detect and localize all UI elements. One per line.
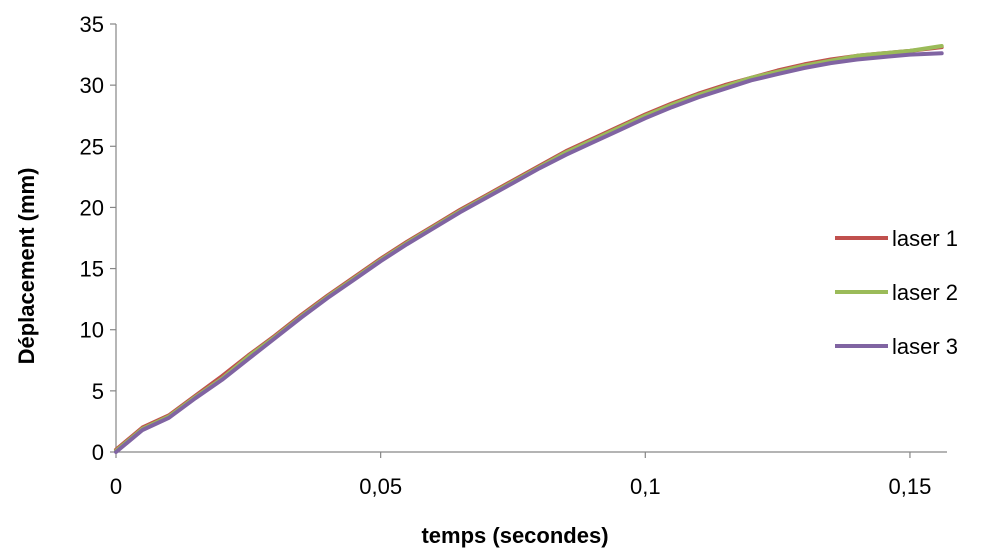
legend-label-3: laser 3 (892, 334, 958, 359)
x-tick-label: 0,05 (359, 474, 402, 499)
series-line-1 (114, 45, 944, 452)
series-line-3 (114, 51, 944, 454)
axes: 0 5 10 15 20 25 30 35 0 0,05 0,1 0,15 (80, 12, 947, 499)
y-tick-label: 25 (80, 134, 104, 159)
y-tick-label: 20 (80, 195, 104, 220)
x-tick-label: 0 (110, 474, 122, 499)
y-tick-label: 10 (80, 318, 104, 343)
series-line-2 (114, 44, 944, 453)
x-tick-label: 0,15 (889, 474, 932, 499)
y-tick-label: 5 (92, 379, 104, 404)
y-tick-label: 30 (80, 73, 104, 98)
x-tick-label: 0,1 (630, 474, 661, 499)
x-axis-title: temps (secondes) (421, 523, 608, 548)
series-layer (114, 44, 944, 454)
y-axis-title: Déplacement (mm) (14, 168, 39, 365)
legend: laser 1 laser 2 laser 3 (835, 226, 958, 359)
y-tick-label: 0 (92, 440, 104, 465)
legend-label-1: laser 1 (892, 226, 958, 251)
legend-label-2: laser 2 (892, 280, 958, 305)
y-tick-label: 15 (80, 257, 104, 282)
y-tick-label: 35 (80, 12, 104, 37)
